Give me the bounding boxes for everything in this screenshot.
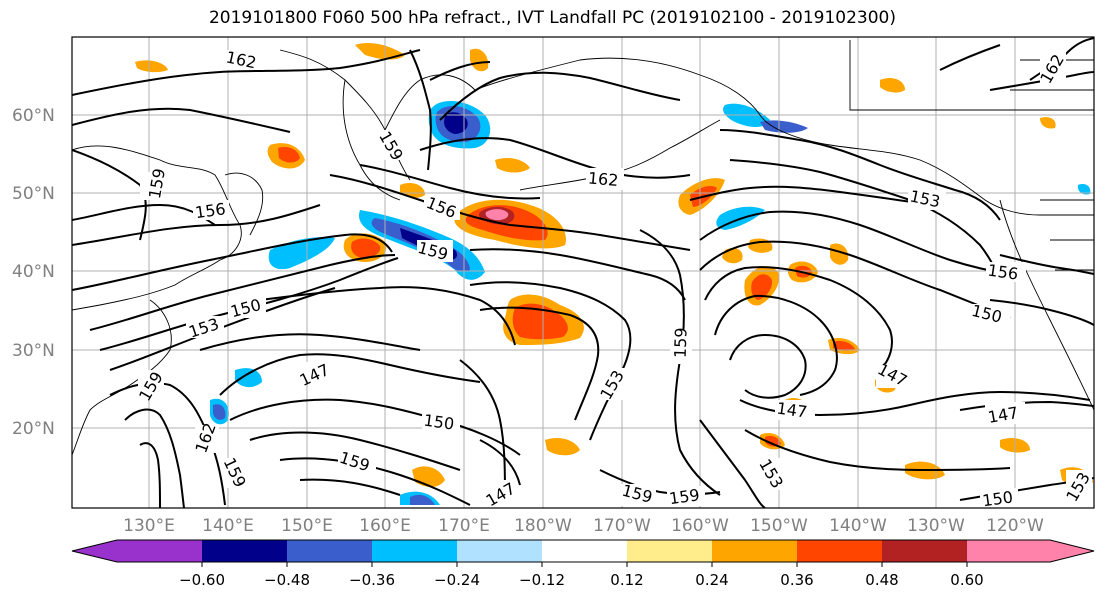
colorbar-tick-label: 0.24 [695, 571, 728, 589]
lat-label: 20°N [12, 419, 55, 439]
colorbar-swatch [542, 540, 627, 562]
colorbar-extend-high [1050, 540, 1094, 562]
map-border [71, 36, 1095, 509]
colorbar-swatch [712, 540, 797, 562]
contour-label: 156 [194, 199, 227, 222]
lon-label: 130°W [907, 516, 965, 536]
lon-label: 170°W [593, 516, 651, 536]
colorbar-tick-label: 0.48 [865, 571, 898, 589]
lon-label: 180°W [514, 516, 572, 536]
lon-label: 160°E [359, 516, 411, 536]
lat-label: 50°N [12, 184, 55, 204]
colorbar-tick-label: −0.36 [349, 571, 395, 589]
map-content: 162 159 156 159 156 159 150 153 159 162 … [72, 37, 1094, 510]
colorbar-tick-label: 0.60 [950, 571, 983, 589]
contour-label: 162 [587, 168, 619, 190]
colorbar-swatch [797, 540, 882, 562]
contour-label: 159 [671, 327, 691, 358]
colorbar-swatch [287, 540, 372, 562]
lat-label: 30°N [12, 341, 55, 361]
lat-label: 40°N [12, 262, 55, 282]
gridlines [72, 37, 1094, 508]
longitude-labels: 130°E 140°E 150°E 160°E 170°E 180°W 170°… [123, 516, 1044, 536]
colorbar-tick-label: −0.24 [434, 571, 480, 589]
contour-label: 150 [981, 487, 1014, 510]
colorbar-swatch [882, 540, 967, 562]
colorbar-tick-label: −0.60 [179, 571, 225, 589]
colorbar-extend-low [72, 540, 117, 562]
lon-label: 140°E [202, 516, 254, 536]
contour-label: 159 [668, 485, 701, 508]
colorbar: −0.60 −0.48 −0.36 −0.24 −0.12 0.12 0.24 … [71, 539, 1095, 589]
lat-label: 60°N [12, 106, 55, 126]
lon-label: 150°W [750, 516, 808, 536]
colorbar-swatch [627, 540, 712, 562]
colorbar-swatch [202, 540, 287, 562]
colorbar-swatch [457, 540, 542, 562]
lon-label: 170°E [438, 516, 490, 536]
lon-label: 150°E [281, 516, 333, 536]
latitude-labels: 60°N 50°N 40°N 30°N 20°N [12, 106, 55, 439]
contour-label: 150 [423, 411, 456, 434]
colorbar-tick-label: −0.12 [519, 571, 565, 589]
colorbar-ticks [201, 562, 968, 567]
lon-label: 160°W [671, 516, 729, 536]
lon-label: 120°W [986, 516, 1044, 536]
lon-label: 140°W [829, 516, 887, 536]
colorbar-swatch [372, 540, 457, 562]
page-title: 2019101800 F060 500 hPa refract., IVT La… [208, 8, 896, 28]
colorbar-swatch [117, 540, 202, 562]
colorbar-swatch [967, 540, 1050, 562]
map-frame [72, 37, 1094, 508]
colorbar-tick-label: −0.48 [264, 571, 310, 589]
lon-label: 130°E [123, 516, 175, 536]
colorbar-tick-label: 0.36 [780, 571, 813, 589]
contour-label: 156 [987, 261, 1020, 284]
contour-label: 147 [776, 399, 809, 422]
colorbar-tick-label: 0.12 [610, 571, 643, 589]
